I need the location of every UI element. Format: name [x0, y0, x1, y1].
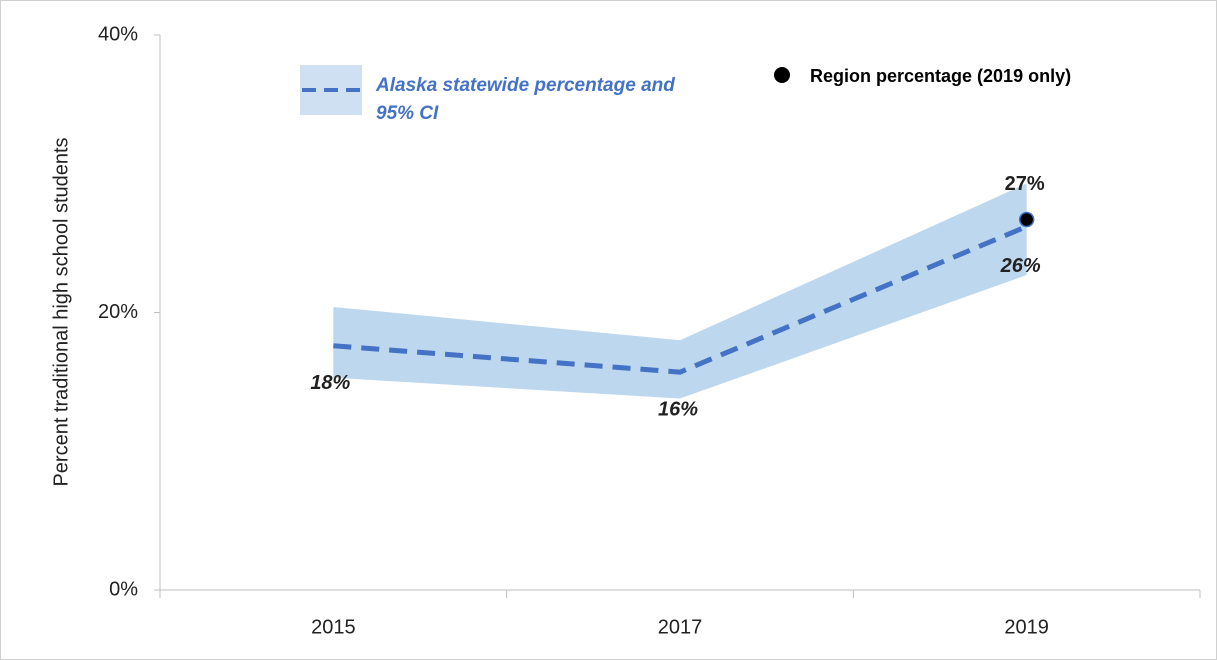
value-label: 26% [1000, 255, 1041, 277]
legend-dot-swatch [774, 67, 790, 83]
x-tick-label: 2017 [658, 616, 703, 638]
y-axis-label: Percent traditional high school students [50, 137, 72, 486]
ci-band [333, 183, 1027, 399]
legend-label: Alaska statewide percentage and 95% CI [376, 75, 675, 124]
value-label: 27% [1005, 173, 1045, 195]
legend-label: Region percentage (2019 only) [810, 66, 1072, 86]
y-tick-label: 20% [98, 301, 138, 323]
y-tick-label: 40% [98, 23, 138, 45]
x-tick-label: 2019 [1004, 616, 1049, 638]
point [1018, 211, 1035, 228]
line [333, 224, 1028, 375]
x-tick-label: 2015 [311, 616, 356, 638]
y-tick-label: 0% [109, 578, 138, 600]
value-label: 16% [658, 398, 698, 420]
value-label: 18% [310, 372, 350, 394]
